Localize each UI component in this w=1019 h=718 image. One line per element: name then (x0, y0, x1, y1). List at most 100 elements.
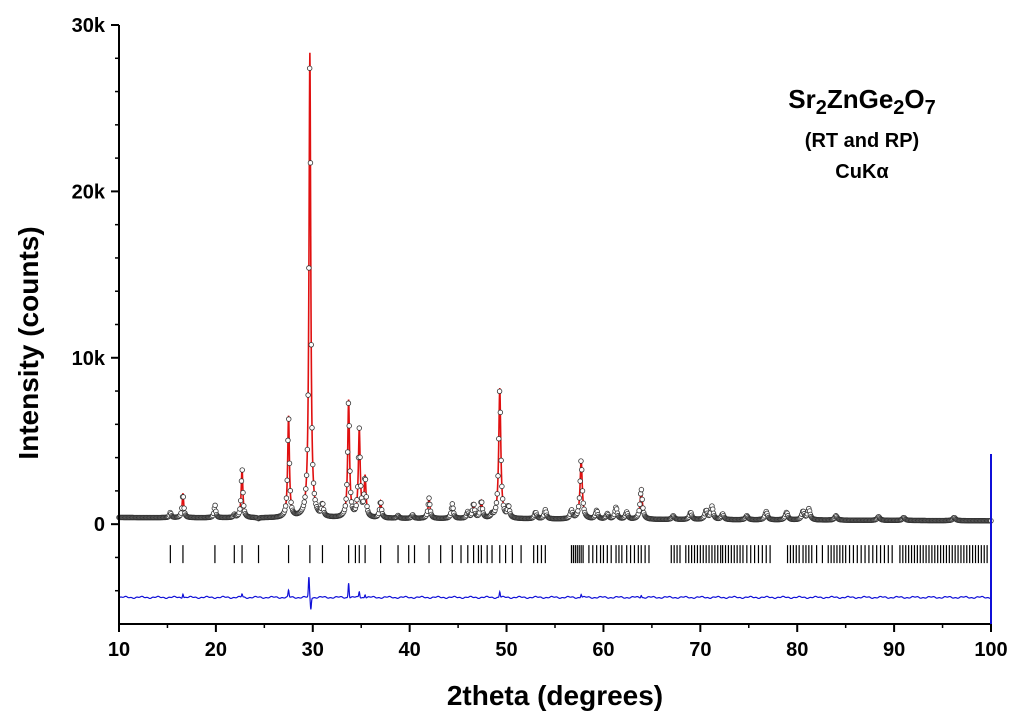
observed-point (637, 501, 643, 507)
formula-part: ZnGe (827, 84, 893, 114)
observed-point (241, 503, 247, 509)
x-axis-title: 2theta (degrees) (447, 680, 663, 711)
axes: 10 20 30 40 50 60 70 80 90 100 0 10k 20k 30k (72, 15, 1008, 661)
observed-point (496, 388, 503, 394)
observed-point (180, 494, 187, 500)
observed-point (286, 416, 292, 422)
observed-point (506, 503, 512, 509)
compound-formula: Sr2ZnGe2O7 (788, 84, 936, 119)
observed-point (343, 496, 349, 502)
x-tick-label: 90 (883, 639, 905, 661)
x-tick-label: 30 (302, 639, 324, 661)
observed-point (282, 503, 289, 509)
observed-point (354, 497, 360, 503)
x-tick-label: 40 (399, 639, 421, 661)
observed-point (240, 489, 246, 496)
observed-points (116, 65, 994, 524)
observed-point (479, 499, 485, 505)
formula-subscript: 2 (816, 97, 827, 119)
reflection-markers (169, 545, 988, 564)
observed-point (493, 500, 500, 506)
observed-point (499, 496, 506, 502)
observed-point (308, 342, 314, 348)
observed-point (577, 478, 583, 484)
observed-point (212, 502, 218, 509)
observed-point (344, 449, 351, 455)
observed-point (303, 472, 310, 478)
x-tick-label: 50 (495, 639, 517, 661)
x-tick-label: 70 (689, 639, 711, 661)
plot-area (116, 52, 994, 610)
difference-curve-line (118, 576, 992, 610)
observed-point (304, 446, 311, 453)
observed-point (285, 437, 291, 444)
observed-point (239, 467, 245, 473)
observed-point (499, 483, 505, 490)
observed-point (347, 468, 353, 474)
observed-point (181, 505, 187, 511)
observed-point (348, 499, 355, 505)
observed-point (303, 486, 309, 492)
observed-point (360, 498, 366, 505)
observed-point (575, 508, 581, 514)
observed-point (311, 490, 318, 497)
observed-point (362, 476, 369, 483)
observed-point (301, 499, 307, 505)
y-tick-label: 30k (72, 15, 106, 37)
observed-point (640, 505, 646, 511)
annotation-radiation: CuKα (835, 161, 889, 183)
observed-point (284, 477, 290, 483)
y-tick-label: 0 (94, 514, 105, 536)
observed-point (638, 486, 645, 493)
formula-subscript: 2 (893, 97, 904, 119)
observed-point (363, 494, 369, 500)
y-tick-label: 10k (72, 348, 106, 370)
observed-point (579, 488, 586, 494)
observed-point (426, 495, 432, 501)
observed-point (310, 461, 316, 468)
observed-point (287, 488, 293, 494)
observed-point (578, 458, 584, 464)
observed-point (636, 507, 642, 514)
observed-point (579, 467, 585, 473)
observed-point (495, 473, 501, 479)
observed-point (283, 495, 290, 501)
observed-point (237, 497, 244, 504)
observed-point (306, 265, 312, 271)
observed-point (496, 436, 502, 442)
observed-point (320, 501, 326, 507)
observed-point (309, 425, 315, 431)
x-tick-label: 80 (786, 639, 808, 661)
observed-point (310, 480, 317, 486)
observed-point (498, 457, 504, 464)
observed-point (238, 478, 245, 484)
observed-point (286, 460, 293, 467)
compound-annotation: Sr2ZnGe2O7 (RT and RP) CuKα (788, 84, 936, 183)
observed-point (580, 500, 586, 506)
observed-point (356, 425, 362, 431)
observed-point (493, 504, 499, 511)
observed-point (348, 489, 354, 496)
observed-point (302, 494, 308, 500)
observed-point (346, 423, 352, 429)
observed-point (358, 483, 364, 489)
x-tick-label: 100 (974, 639, 1007, 661)
formula-part: Sr (788, 84, 815, 114)
observed-point (357, 454, 363, 460)
observed-point (305, 392, 311, 398)
observed-point (639, 496, 645, 503)
observed-point (575, 503, 582, 510)
formula-part: O (904, 84, 924, 114)
observed-point (427, 501, 433, 508)
observed-point (449, 501, 455, 507)
observed-point (471, 501, 477, 508)
observed-point (306, 65, 313, 71)
observed-point (378, 500, 384, 506)
x-tick-label: 10 (108, 639, 130, 661)
observed-point (364, 503, 370, 510)
observed-point (344, 481, 350, 488)
observed-point (576, 495, 583, 501)
x-tick-label: 20 (205, 639, 227, 661)
observed-point (450, 505, 456, 511)
